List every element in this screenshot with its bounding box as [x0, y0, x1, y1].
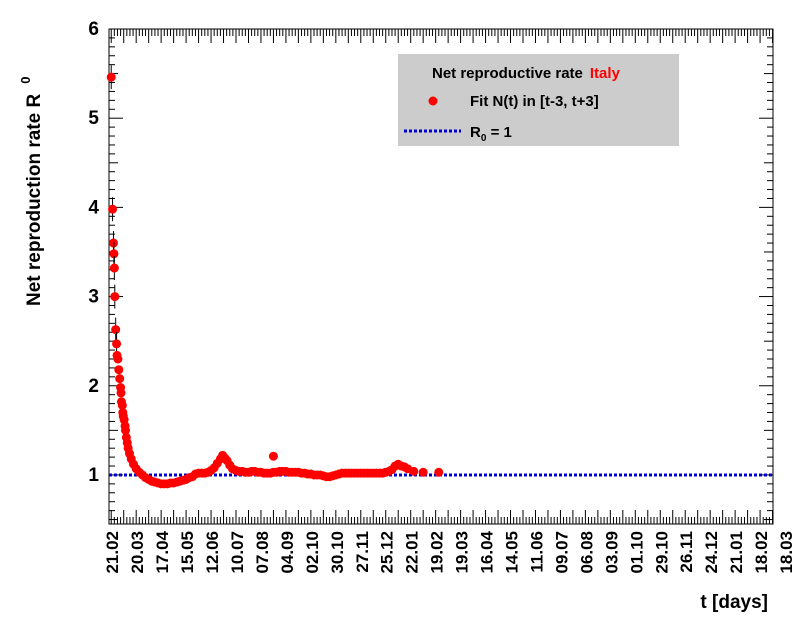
x-tick-label: 11.06: [527, 531, 546, 573]
x-tick-label: 21.01: [727, 531, 746, 574]
x-tick-label: 27.11: [353, 531, 372, 573]
x-tick-label: 17.04: [153, 530, 172, 573]
x-tick-label: 16.04: [478, 530, 497, 573]
x-tick-label: 20.03: [128, 531, 147, 574]
legend-title: Net reproductive rate Italy: [432, 65, 621, 82]
x-tick-label: 04.09: [278, 531, 297, 574]
legend-label-reference: R0 = 1: [470, 124, 512, 144]
data-point: [268, 451, 278, 461]
x-tick-label: 26.11: [677, 531, 696, 573]
x-tick-label: 01.10: [627, 531, 646, 574]
data-point: [110, 292, 120, 302]
plot-frame: [108, 28, 774, 525]
data-point: [116, 388, 126, 398]
y-tick-label: 3: [88, 287, 99, 308]
y-tick-labels: 1 2 3 4 5 6: [88, 19, 99, 486]
data-point: [111, 325, 121, 335]
y-axis-title: Net reproduction rate R0: [18, 77, 45, 306]
x-tick-label: 10.07: [228, 531, 247, 574]
data-point: [115, 374, 125, 384]
x-tick-label: 19.03: [453, 531, 472, 574]
x-tick-label: 24.12: [702, 531, 721, 574]
data-points: [106, 65, 444, 489]
x-tick-label: 18.02: [752, 531, 771, 574]
x-tick-label: 03.09: [602, 531, 621, 574]
x-axis-title: t [days]: [700, 592, 768, 613]
legend-label-fit: Fit N(t) in [t-3, t+3]: [470, 93, 599, 110]
x-tick-label: 09.07: [552, 531, 571, 574]
y-tick-label: 1: [88, 465, 99, 486]
x-tick-label: 14.05: [503, 531, 522, 574]
data-point: [109, 249, 119, 259]
data-point: [108, 204, 118, 214]
x-tick-label: 29.10: [652, 531, 671, 574]
x-tick-label: 22.01: [403, 531, 422, 574]
x-tick-label: 06.08: [577, 531, 596, 574]
data-point: [117, 400, 127, 410]
y-tick-label: 6: [88, 19, 99, 40]
y-tick-label: 2: [88, 376, 99, 397]
legend: Net reproductive rate Italy Fit N(t) in […: [398, 54, 679, 146]
y-tick-label: 5: [88, 108, 99, 129]
x-tick-label: 25.12: [378, 531, 397, 574]
data-point: [120, 425, 130, 435]
y-tick-label: 4: [88, 197, 99, 218]
axis-ticks: [109, 28, 774, 524]
data-point: [409, 466, 419, 476]
x-tick-label: 02.10: [303, 531, 322, 574]
x-tick-label: 19.02: [428, 531, 447, 574]
data-point: [434, 467, 444, 477]
x-tick-label: 07.08: [253, 531, 272, 574]
data-point: [114, 365, 124, 375]
data-point: [112, 339, 122, 349]
x-tick-label: 30.10: [328, 531, 347, 574]
x-tick-label: 18.03: [777, 531, 796, 574]
data-point: [109, 263, 119, 273]
data-point: [418, 467, 428, 477]
x-tick-label: 21.02: [103, 531, 122, 574]
legend-marker-fit: [428, 96, 438, 106]
data-point: [106, 72, 116, 82]
data-point: [113, 354, 123, 364]
x-tick-labels: 21.02 20.03 17.04 15.05 12.06 10.07 07.08 04.09…: [103, 530, 796, 573]
x-tick-label: 15.05: [178, 531, 197, 574]
x-tick-label: 12.06: [203, 531, 222, 574]
